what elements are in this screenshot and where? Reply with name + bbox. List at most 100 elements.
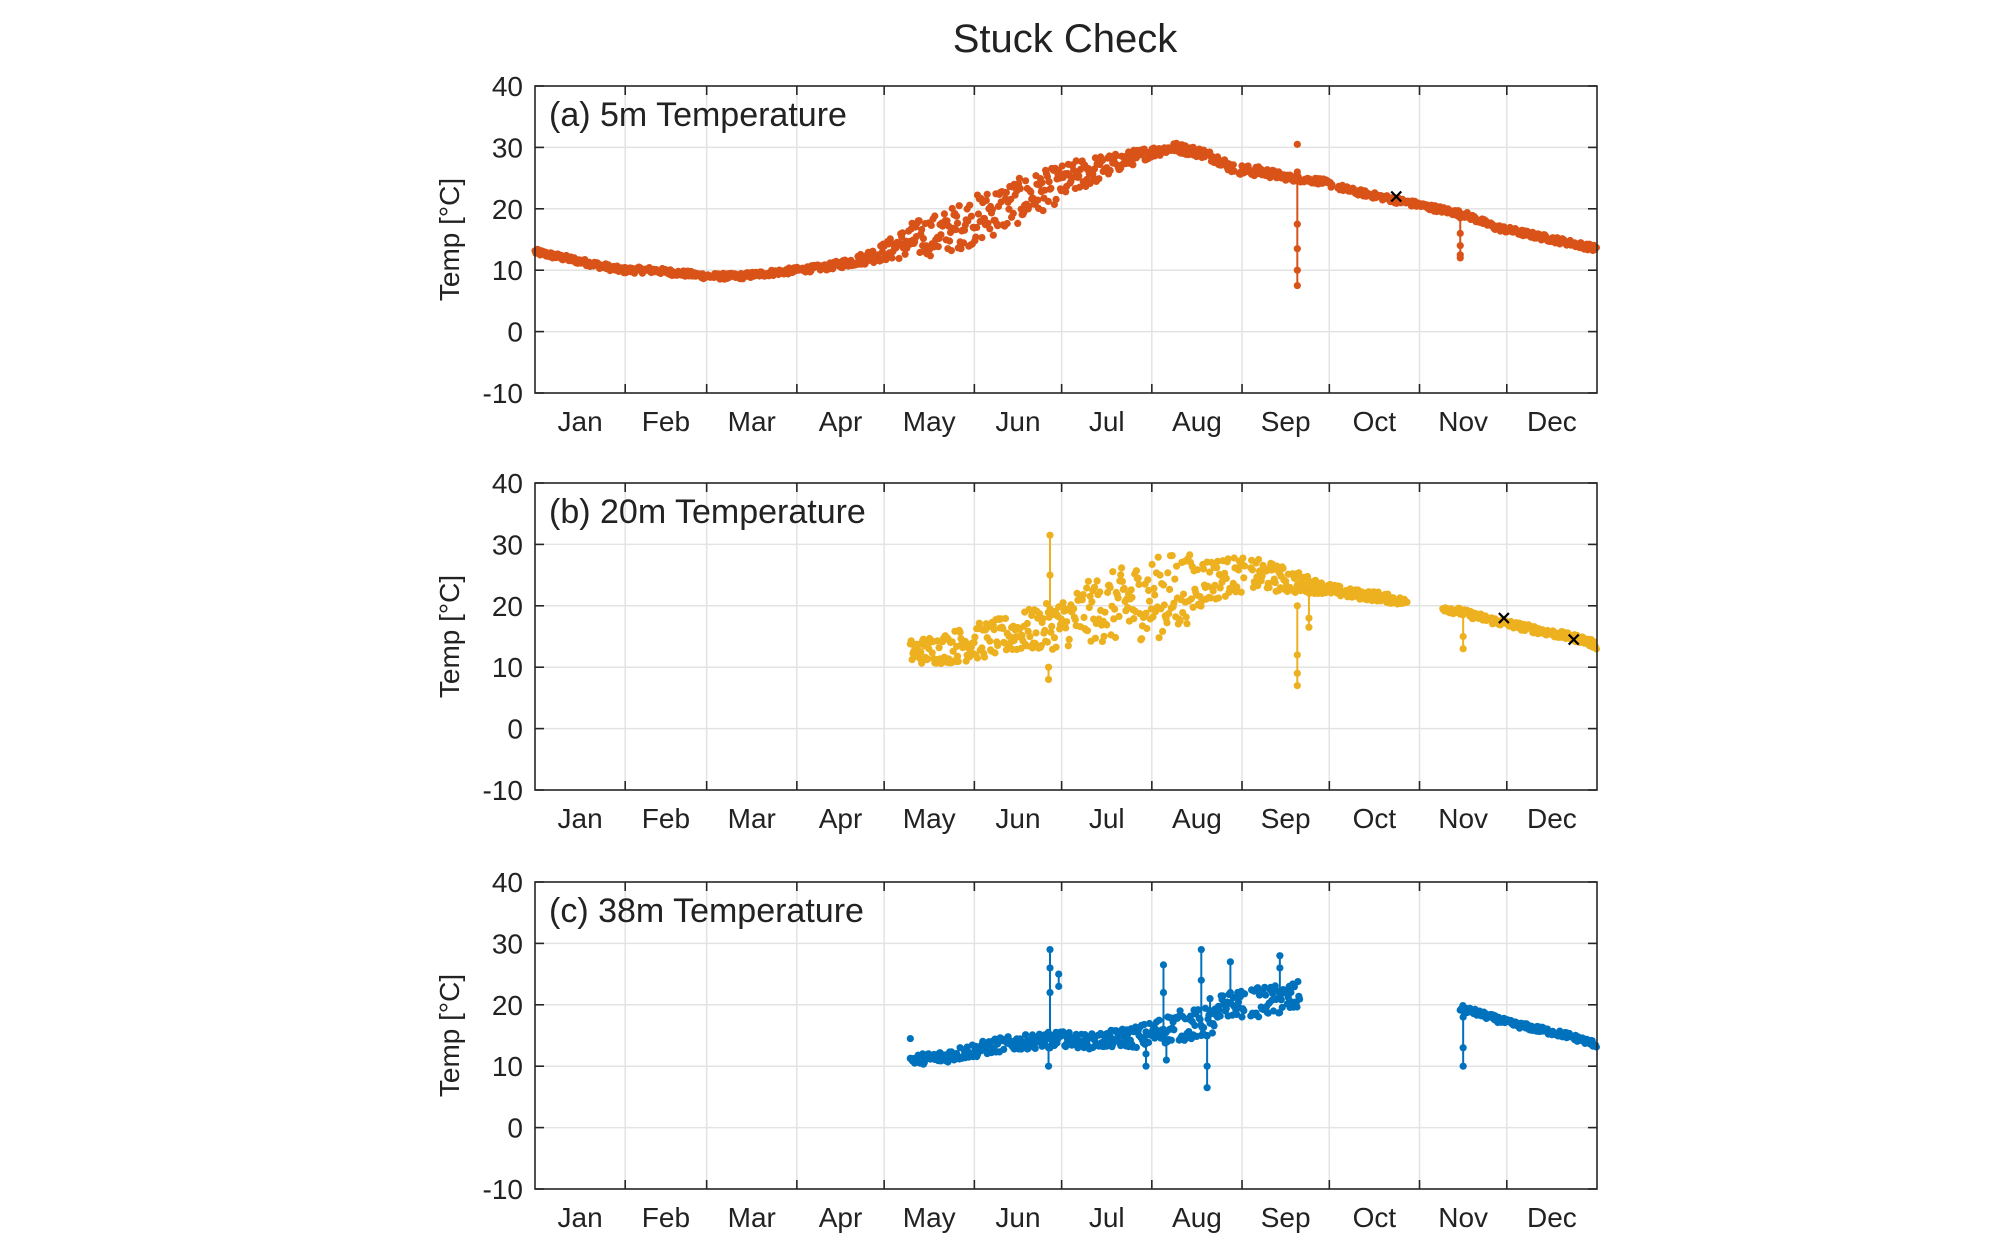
spike-point: [1456, 214, 1464, 222]
data-point: [1083, 584, 1091, 592]
y-axis-label: Temp [°C]: [434, 575, 465, 698]
data-point: [886, 235, 894, 243]
data-point: [1176, 617, 1184, 625]
spike-point: [1206, 995, 1214, 1003]
data-point: [1047, 184, 1055, 192]
spike-point: [1456, 229, 1464, 237]
data-point: [1239, 554, 1247, 562]
data-point: [1214, 557, 1222, 565]
x-tick-label: Dec: [1527, 1202, 1577, 1233]
panel-3: -10 0 10 20 30 40 Jan Feb Mar Apr May Jun Jul Aug Sep O…: [434, 867, 1600, 1233]
x-tick-label: Jan: [558, 803, 603, 834]
data-point: [1132, 1043, 1140, 1052]
data-point: [954, 657, 962, 666]
data-layer: [531, 139, 1600, 290]
spike-point: [1203, 1031, 1211, 1040]
data-point: [895, 254, 903, 263]
data-point: [1044, 197, 1052, 205]
data-point: [1166, 585, 1174, 594]
data-point: [1265, 583, 1273, 592]
data-point: [986, 225, 994, 233]
data-point: [1194, 1006, 1202, 1014]
spike-point: [1459, 645, 1467, 653]
data-point: [1062, 624, 1070, 632]
data-point: [1189, 603, 1197, 611]
data-point: [1200, 565, 1208, 573]
data-point: [1080, 613, 1088, 622]
data-point: [1045, 178, 1053, 186]
x-tick-label: Apr: [819, 406, 863, 437]
y-tick-label: 40: [492, 468, 523, 499]
data-point: [927, 221, 935, 229]
data-point: [973, 223, 981, 231]
spike-point: [1293, 245, 1301, 253]
x-tick-label: Jan: [558, 1202, 603, 1233]
spike-point: [1276, 952, 1284, 960]
spike-point: [1305, 623, 1313, 631]
spike-point: [1046, 531, 1054, 539]
data-point: [1179, 590, 1188, 598]
spike-point: [1293, 266, 1301, 274]
data-point: [1151, 591, 1159, 599]
panel-title: (a) 5m Temperature: [549, 96, 847, 134]
spike: [1456, 214, 1464, 262]
axes-box: [534, 881, 1598, 1190]
data-point: [1130, 615, 1138, 623]
data-point: [1191, 1021, 1199, 1030]
spike-point: [1044, 1044, 1053, 1052]
x-tick-label: Aug: [1172, 406, 1222, 437]
spike-point: [1276, 964, 1284, 972]
y-tick-label: -10: [483, 378, 523, 409]
x-tick-label: Nov: [1438, 406, 1488, 437]
data-point: [1296, 995, 1304, 1003]
data-point: [1290, 983, 1298, 991]
series-1: [906, 978, 1304, 1068]
figure-title: Stuck Check: [953, 17, 1179, 61]
x-tick-label: Sep: [1261, 803, 1311, 834]
panel-1: -10 0 10 20 30 40 Jan Feb Mar Apr May Jun Jul Aug Sep O…: [434, 71, 1600, 437]
data-point: [907, 637, 915, 645]
data-point: [1109, 568, 1117, 576]
x-tick-label: Jan: [558, 406, 603, 437]
data-point: [1022, 177, 1030, 185]
spike: [1046, 531, 1054, 616]
spike: [1276, 952, 1284, 997]
spike-point: [1046, 571, 1054, 579]
data-point: [1112, 1027, 1120, 1035]
x-tick-label: Jun: [995, 406, 1040, 437]
data-point: [1050, 634, 1058, 642]
data-point: [984, 219, 992, 227]
data-point: [1278, 1003, 1286, 1012]
series-1: [531, 139, 1600, 290]
data-point: [988, 206, 997, 214]
data-point: [1268, 566, 1276, 574]
data-point: [1026, 633, 1034, 641]
y-tick-label: 20: [492, 194, 523, 225]
data-point: [1039, 615, 1047, 623]
data-point: [1001, 614, 1010, 623]
data-point: [937, 231, 945, 239]
data-point: [970, 639, 978, 647]
data-point: [1206, 568, 1214, 576]
data-point: [1156, 571, 1164, 579]
data-point: [1129, 161, 1137, 169]
spike-point: [1203, 1084, 1211, 1092]
data-point: [1079, 591, 1087, 599]
data-point: [953, 219, 962, 227]
spike-point: [1459, 1062, 1467, 1070]
spike-point: [1293, 281, 1301, 290]
data-point: [878, 248, 887, 256]
x-tick-label: Jul: [1089, 803, 1125, 834]
data-point: [1084, 577, 1092, 585]
data-point: [1095, 175, 1103, 183]
data-point: [983, 190, 991, 198]
data-point: [1237, 588, 1245, 596]
data-point: [1075, 172, 1083, 180]
data-point: [1028, 611, 1036, 620]
spike: [1293, 140, 1301, 148]
grid: [535, 86, 1597, 393]
data-point: [919, 235, 928, 243]
y-axis-label: Temp [°C]: [434, 974, 465, 1097]
spike: [1055, 970, 1063, 990]
